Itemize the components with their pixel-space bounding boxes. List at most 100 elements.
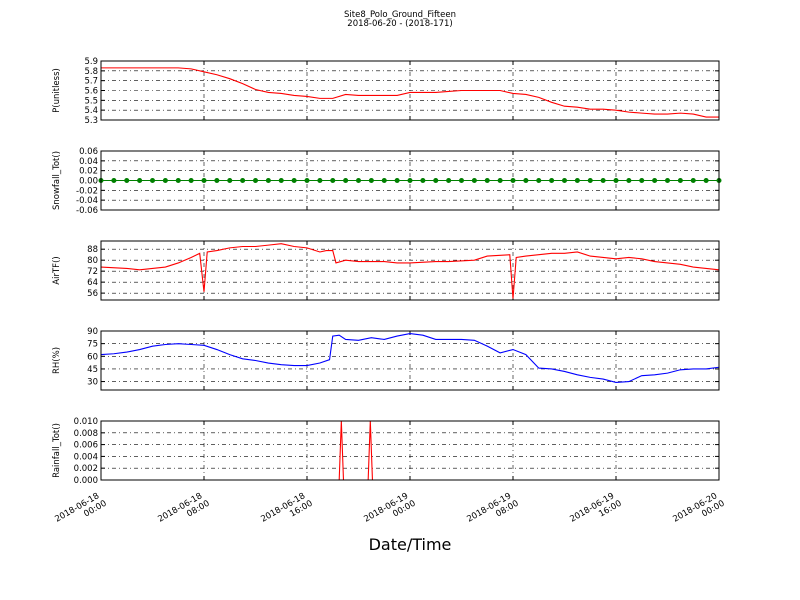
data-point	[188, 178, 194, 183]
y-tick-label: 80	[87, 256, 98, 266]
data-line	[100, 243, 720, 299]
data-point	[536, 178, 542, 183]
x-tick-label: 2018-06-18 08:00	[156, 490, 211, 533]
data-point	[523, 178, 529, 183]
y-tick-label: 30	[87, 378, 98, 388]
y-tick-label: 60	[87, 352, 98, 362]
data-point	[433, 178, 439, 183]
data-point	[317, 178, 323, 183]
y-tick-label: 0.004	[74, 452, 98, 462]
data-point	[214, 178, 220, 183]
data-point	[253, 178, 258, 183]
y-tick-label: 90	[87, 327, 98, 337]
data-point	[652, 178, 658, 183]
data-point	[162, 178, 168, 183]
data-point	[278, 178, 284, 183]
data-point	[420, 178, 426, 183]
x-axis-label: Date/Time	[369, 535, 452, 554]
data-point	[639, 178, 645, 183]
y-tick-label: 5.7	[84, 77, 98, 87]
y-tick-label: 0.04	[79, 157, 98, 167]
x-tick-label: 2018-06-20 00:00	[671, 490, 726, 533]
x-tick-label: 2018-06-18 16:00	[259, 490, 314, 533]
subtitle: 2018-06-20 - (2018-171)	[347, 19, 452, 29]
y-axis-label: RH(%)	[52, 347, 62, 374]
data-point	[690, 178, 696, 183]
data-point	[562, 178, 567, 183]
y-tick-label: 0.010	[74, 417, 98, 427]
data-point	[291, 178, 297, 183]
data-point	[381, 178, 387, 183]
data-point	[227, 178, 233, 183]
plot-frame	[100, 150, 720, 211]
y-tick-label: 72	[87, 267, 98, 277]
data-point	[613, 178, 619, 183]
data-point	[356, 178, 361, 183]
data-point	[111, 178, 117, 183]
y-tick-label: 0.008	[74, 429, 98, 439]
data-point	[330, 178, 336, 183]
x-tick-label: 2018-06-19 08:00	[465, 490, 520, 533]
data-point	[497, 178, 503, 183]
y-tick-label: 0.000	[74, 476, 98, 486]
data-point	[574, 178, 580, 183]
x-tick-label: 2018-06-18 00:00	[53, 490, 108, 533]
y-axis-label: P(unitless)	[52, 68, 62, 113]
data-point	[394, 178, 400, 183]
data-line	[100, 332, 720, 383]
data-point	[677, 178, 683, 183]
plot-frame	[100, 330, 720, 391]
data-point	[626, 178, 632, 183]
y-tick-label: -0.04	[76, 196, 98, 206]
data-point	[407, 178, 413, 183]
y-tick-label: 56	[87, 289, 98, 299]
data-point	[549, 178, 555, 183]
title: Site8_Polo_Ground_Fifteen	[344, 10, 456, 20]
y-tick-label: 88	[87, 245, 98, 255]
data-point	[124, 178, 130, 183]
y-tick-label: 0.002	[74, 464, 98, 474]
y-tick-label: 75	[87, 340, 98, 350]
data-point	[265, 178, 271, 183]
y-tick-label: 5.5	[84, 96, 98, 106]
x-tick-label: 2018-06-19 00:00	[362, 490, 417, 533]
data-point	[368, 178, 374, 183]
data-point	[703, 178, 709, 183]
y-tick-label: 5.9	[84, 57, 98, 67]
data-point	[665, 178, 670, 183]
data-point	[471, 178, 477, 183]
data-point	[137, 178, 143, 183]
y-tick-label: 5.4	[84, 106, 98, 116]
y-tick-label: 0.02	[79, 167, 98, 177]
data-point	[510, 178, 516, 183]
data-point	[175, 178, 181, 183]
plot-frame	[100, 60, 720, 121]
data-point	[240, 178, 246, 183]
data-point	[446, 178, 452, 183]
data-point	[484, 178, 490, 183]
data-point	[600, 178, 606, 183]
plot-frame	[100, 240, 720, 301]
x-tick-label: 2018-06-19 16:00	[568, 490, 623, 533]
data-line	[101, 67, 719, 118]
y-tick-label: 5.6	[84, 87, 98, 97]
data-point	[343, 178, 349, 183]
y-tick-label: 45	[87, 365, 98, 375]
y-axis-label: Rainfall_Tot()	[52, 423, 62, 478]
y-axis-label: Snowfall_Tot()	[52, 151, 62, 210]
y-tick-label: 5.3	[84, 116, 98, 126]
y-axis-label: AirTF()	[52, 256, 62, 284]
y-tick-label: 5.8	[84, 67, 98, 77]
data-point	[587, 178, 593, 183]
y-tick-label: 64	[87, 278, 98, 288]
y-tick-label: 0.06	[79, 147, 98, 157]
plot-frame	[100, 420, 720, 481]
y-tick-label: -0.02	[76, 186, 98, 196]
y-tick-label: 0.00	[79, 177, 98, 187]
data-point	[459, 178, 464, 183]
data-point	[304, 178, 310, 183]
y-tick-label: -0.06	[76, 206, 98, 216]
data-point	[201, 178, 207, 183]
data-point	[150, 178, 155, 183]
